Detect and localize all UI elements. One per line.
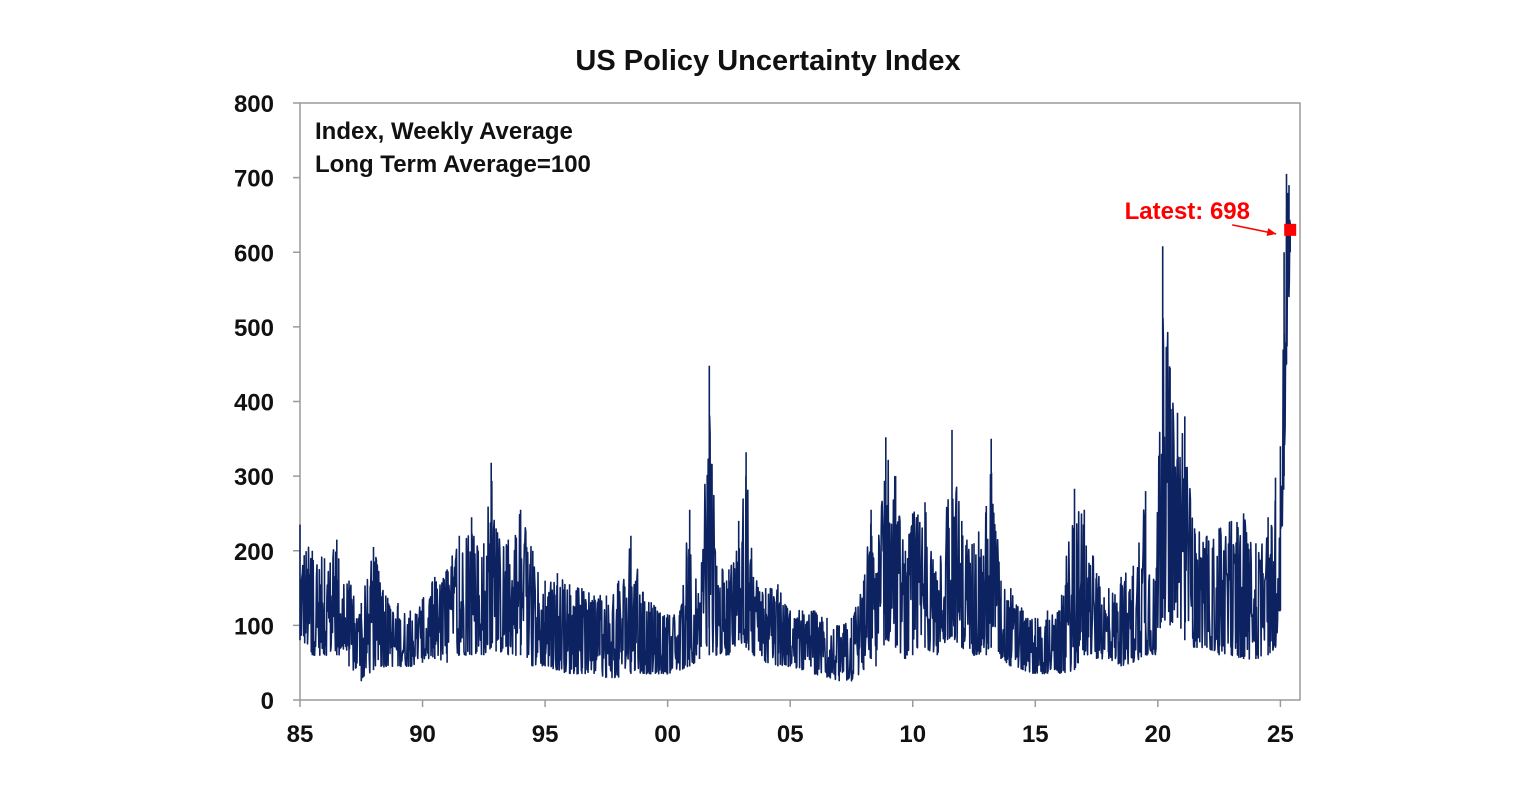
y-tick-label: 400 bbox=[234, 390, 274, 417]
y-axis: 0 100 200 300 400 500 600 700 800 bbox=[234, 91, 300, 715]
y-tick-label: 300 bbox=[234, 464, 274, 491]
y-tick-label: 500 bbox=[234, 315, 274, 342]
x-axis: 85 90 95 00 05 10 15 20 25 bbox=[287, 700, 1294, 748]
x-tick-label: 95 bbox=[532, 721, 559, 748]
annotation-line-2: Long Term Average=100 bbox=[315, 151, 591, 178]
x-tick-label: 05 bbox=[777, 721, 804, 748]
latest-label: Latest: 698 bbox=[1125, 198, 1250, 225]
y-tick-label: 600 bbox=[234, 240, 274, 267]
y-tick-label: 700 bbox=[234, 166, 274, 193]
x-tick-label: 00 bbox=[654, 721, 681, 748]
y-tick-label: 0 bbox=[261, 688, 274, 715]
x-tick-label: 85 bbox=[287, 721, 314, 748]
y-tick-label: 100 bbox=[234, 613, 274, 640]
x-tick-label: 15 bbox=[1022, 721, 1049, 748]
chart-title: US Policy Uncertainty Index bbox=[575, 45, 960, 77]
annotation-line-1: Index, Weekly Average bbox=[315, 118, 573, 145]
x-tick-label: 20 bbox=[1144, 721, 1171, 748]
x-tick-label: 90 bbox=[409, 721, 436, 748]
y-tick-label: 200 bbox=[234, 539, 274, 566]
x-tick-label: 25 bbox=[1267, 721, 1294, 748]
latest-arrowhead bbox=[1266, 228, 1277, 236]
latest-marker bbox=[1284, 223, 1297, 236]
x-tick-label: 10 bbox=[899, 721, 926, 748]
y-tick-label: 800 bbox=[234, 91, 274, 118]
series-line bbox=[299, 173, 1291, 682]
